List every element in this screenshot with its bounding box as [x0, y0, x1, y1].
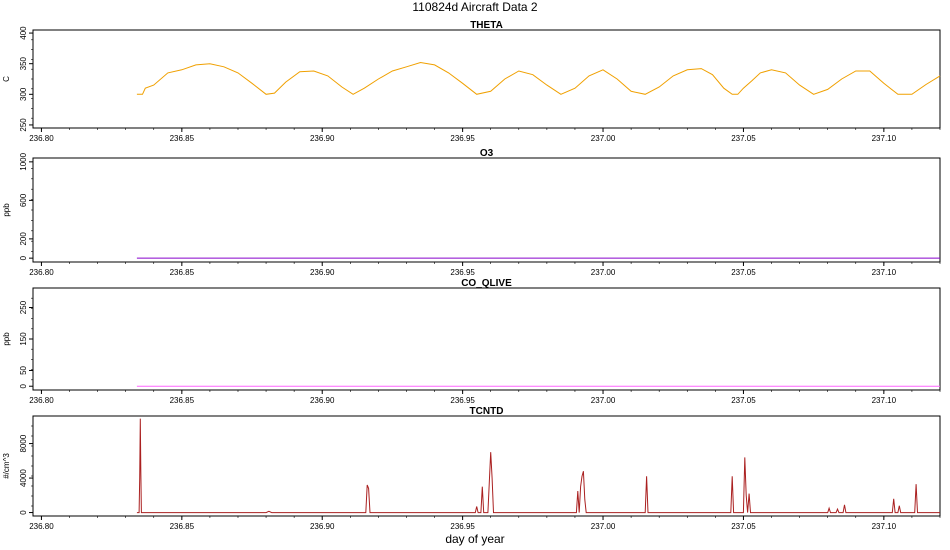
y-tick-label: 150 [19, 332, 28, 346]
series-line-1 [136, 61, 941, 95]
y-tick-label: 250 [19, 118, 28, 132]
y-tick-label: 1000 [19, 152, 28, 170]
x-tick-label: 236.90 [310, 134, 335, 143]
panel-title: THETA [470, 20, 503, 31]
x-tick-label: 236.85 [170, 396, 195, 405]
y-tick-label: 200 [19, 232, 28, 246]
x-tick-label: 237.00 [591, 268, 616, 277]
x-tick-label: 237.05 [731, 268, 756, 277]
x-tick-label: 237.05 [731, 522, 756, 531]
x-tick-label: 236.95 [450, 396, 475, 405]
x-tick-label: 237.10 [872, 396, 897, 405]
y-tick-label: 400 [19, 26, 28, 40]
panel-tcntd: TCNTD #/cm^3 0 4000 8000 236.80 236.85 236.90 23… [2, 406, 941, 531]
y-tick-label: 300 [19, 87, 28, 101]
y-tick-label: 350 [19, 56, 28, 70]
plot-frame [32, 29, 941, 129]
x-tick-label: 236.80 [29, 522, 54, 531]
y-axis-label: #/cm^3 [2, 453, 11, 479]
x-tick-label: 236.85 [170, 522, 195, 531]
x-tick-label: 236.80 [29, 268, 54, 277]
y-axis-label: ppb [2, 332, 11, 346]
x-tick-label: 236.90 [310, 522, 335, 531]
x-tick-label: 236.85 [170, 134, 195, 143]
x-tick-label: 236.80 [29, 396, 54, 405]
y-tick-label: 0 [19, 510, 28, 515]
x-tick-label: 237.00 [591, 396, 616, 405]
y-tick-label: 250 [19, 300, 28, 314]
x-axis-label: day of year [445, 532, 505, 546]
panel-title: CO_QLIVE [461, 278, 512, 289]
panel-title: O3 [480, 148, 494, 159]
y-axis-label: C [2, 76, 11, 82]
x-tick-label: 237.10 [872, 268, 897, 277]
x-tick-label: 236.80 [29, 134, 54, 143]
x-tick-label: 236.90 [310, 268, 335, 277]
y-tick-label: 600 [19, 193, 28, 207]
x-tick-label: 236.95 [450, 268, 475, 277]
y-tick-label: 0 [19, 383, 28, 388]
x-tick-label: 237.05 [731, 396, 756, 405]
x-tick-label: 237.05 [731, 134, 756, 143]
x-tick-label: 237.10 [872, 522, 897, 531]
plot-frame [32, 157, 941, 263]
panel-title: TCNTD [470, 406, 504, 417]
y-tick-label: 0 [19, 255, 28, 260]
y-tick-label: 8000 [19, 434, 28, 452]
x-tick-label: 236.85 [170, 268, 195, 277]
x-tick-label: 237.00 [591, 522, 616, 531]
plot-frame [32, 287, 941, 391]
panel-theta: THETA C 250 300 350 400 236.80 236.85 236.90 236.… [2, 20, 941, 143]
x-tick-label: 237.10 [872, 134, 897, 143]
x-tick-label: 237.00 [591, 134, 616, 143]
y-tick-label: 50 [19, 365, 28, 374]
chart-main-title: 110824d Aircraft Data 2 [412, 0, 538, 14]
x-tick-label: 236.95 [450, 522, 475, 531]
series-line-1 [136, 418, 940, 514]
x-tick-label: 236.95 [450, 134, 475, 143]
y-axis-label: ppb [2, 203, 11, 217]
panel-o3: O3 ppb 0 200 600 1000 236.80 236.85 236.90 236.95… [2, 148, 941, 277]
x-tick-label: 236.90 [310, 396, 335, 405]
plot-frame [32, 415, 941, 517]
y-tick-label: 4000 [19, 469, 28, 487]
